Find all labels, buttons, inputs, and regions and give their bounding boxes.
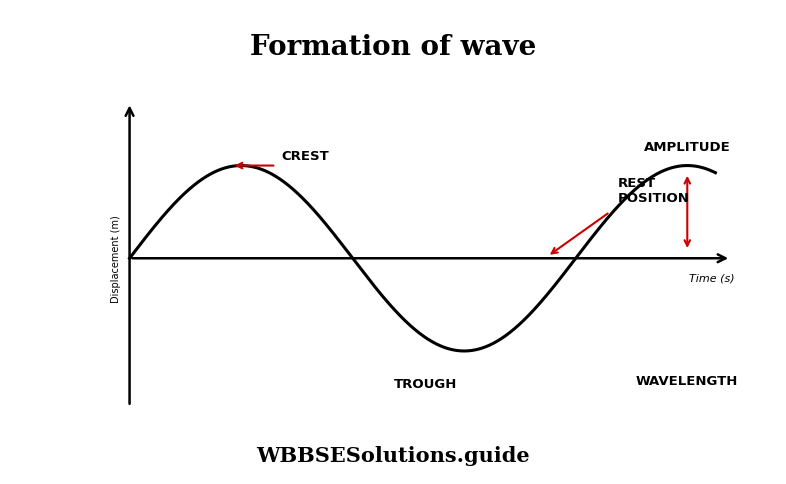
Text: REST
POSITION: REST POSITION <box>618 177 689 205</box>
Text: WAVELENGTH: WAVELENGTH <box>636 375 739 387</box>
Text: CREST: CREST <box>281 150 329 163</box>
Text: AMPLITUDE: AMPLITUDE <box>644 141 731 154</box>
Text: WBBSESolutions.guide: WBBSESolutions.guide <box>256 445 530 465</box>
Text: Time (s): Time (s) <box>689 272 735 283</box>
Text: Formation of wave: Formation of wave <box>250 34 536 61</box>
Text: TROUGH: TROUGH <box>394 377 457 390</box>
Text: Displacement (m): Displacement (m) <box>111 215 120 302</box>
